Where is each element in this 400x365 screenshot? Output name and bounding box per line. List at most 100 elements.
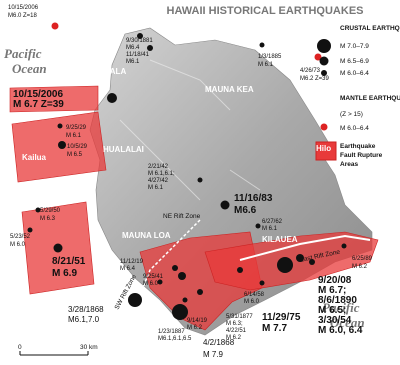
event-label: 9/20/08 xyxy=(318,275,352,286)
ridges xyxy=(119,59,261,201)
quake xyxy=(157,279,163,285)
legend xyxy=(315,39,337,161)
legend-symbol xyxy=(321,70,327,76)
event-label: M 6.0, 6.4 xyxy=(318,325,363,336)
event-label: M6.6 xyxy=(234,205,257,216)
event-label: 5/31/1877 xyxy=(226,314,253,320)
legend-title: MANTLE EARTHQUAKES xyxy=(340,95,400,102)
legend-label: (Z > 15) xyxy=(340,111,363,118)
quake xyxy=(35,207,41,213)
ocean-label: Ocean xyxy=(12,61,47,76)
event-label: 9/14/19 xyxy=(187,318,208,324)
event-label: M 6.5; xyxy=(318,305,346,316)
event-label: 8/6/1890 xyxy=(318,295,357,306)
event-label: M 6.7 Z=39 xyxy=(13,99,64,110)
ocean-label: Pacific xyxy=(322,300,360,315)
event-label: 5/29/50 xyxy=(40,208,61,214)
earthquakes xyxy=(27,22,347,320)
event-label: 10/15/2006 xyxy=(13,89,63,100)
quake xyxy=(58,141,66,149)
event-label: 1/23/1887 xyxy=(158,329,185,335)
event-label: M6.0 Z=18 xyxy=(8,13,38,19)
quake xyxy=(172,265,178,271)
event-label: M 6.1 xyxy=(148,185,164,191)
event-label: M 6.5 xyxy=(67,152,83,158)
event-label: M 6.2 xyxy=(226,335,242,341)
quake xyxy=(237,267,243,273)
event-label: 11/16/83 xyxy=(234,193,273,204)
place-label: MAUNA LOA xyxy=(122,231,171,240)
legend-title: CRUSTAL EARTHQUAKES xyxy=(340,25,400,32)
ocean-label: Pacific xyxy=(4,46,42,61)
quake xyxy=(309,259,315,265)
event-label: 3/28/1868 xyxy=(68,305,104,314)
event-label: 11/29/75 xyxy=(262,312,301,323)
legend-label: Fault Rupture xyxy=(340,152,383,159)
event-label: M 6.3; xyxy=(226,321,243,327)
event-label: M6.4 xyxy=(126,45,140,51)
event-label: 11/12/19 xyxy=(120,259,144,265)
place-label: Hilo xyxy=(316,144,331,153)
scale-label: 0 xyxy=(18,344,22,351)
event-label: M 6.2 xyxy=(187,325,203,331)
quake xyxy=(178,272,186,280)
quake xyxy=(197,177,203,183)
event-label: M 6.4 xyxy=(120,266,136,272)
event-label: 4/2/1868 xyxy=(203,338,235,347)
quake xyxy=(128,293,142,307)
quake xyxy=(107,93,117,103)
event-label: 11/18/41 xyxy=(126,52,150,58)
event-label: 2/21/42 xyxy=(148,164,169,170)
quake xyxy=(259,42,265,48)
event-label: 4/27/42 xyxy=(148,178,169,184)
place-label: HUALALAI xyxy=(103,145,144,154)
event-label: M 6.1 xyxy=(258,62,274,68)
ocean-label: Ocean xyxy=(330,315,365,330)
quake xyxy=(220,200,230,210)
rupture-area xyxy=(9,85,99,113)
event-label: 10/5/29 xyxy=(67,144,88,150)
place-label: Kailua xyxy=(22,153,47,162)
rupture-areas xyxy=(9,85,379,331)
event-label: 10/15/2006 xyxy=(8,5,39,11)
quake xyxy=(137,33,143,39)
legend-symbol xyxy=(315,141,337,161)
event-label: M 6.1 xyxy=(66,133,82,139)
event-label: M 7.7 xyxy=(262,323,287,334)
event-label: M 6.7; xyxy=(318,285,346,296)
quake xyxy=(259,280,265,286)
legend-symbol xyxy=(317,39,331,53)
scale-label: 30 km xyxy=(80,344,98,351)
event-label: 4/26/73 xyxy=(300,68,321,74)
mantle-quake xyxy=(51,22,59,30)
event-label: M 6.1 xyxy=(262,226,278,232)
quake xyxy=(341,243,347,249)
event-label: M 6.0 xyxy=(244,299,260,305)
place-label: KOHALA xyxy=(92,67,126,76)
legend-label: Areas xyxy=(340,161,358,168)
quake xyxy=(182,297,188,303)
legend-label: M 6.5–6.9 xyxy=(340,58,369,65)
place-label: KILAUEA xyxy=(262,235,298,244)
legend-symbol xyxy=(320,123,328,131)
quake xyxy=(172,304,188,320)
event-label: 6/27/62 xyxy=(262,219,283,225)
event-label: 4/22/51 xyxy=(226,328,247,334)
quake xyxy=(277,257,293,273)
event-label: M6.1,7.0 xyxy=(68,315,100,324)
event-label: M6.1,6.1,6.5 xyxy=(158,336,192,342)
event-label: M 6.1,6.1; xyxy=(148,171,175,177)
legend-label: M 6.0–6.4 xyxy=(340,125,369,132)
event-label: M 6.3 xyxy=(40,216,56,222)
event-label: 3/30/54 xyxy=(318,315,352,326)
place-label: MAUNA KEA xyxy=(205,85,254,94)
event-label: 6/14/58 xyxy=(244,292,265,298)
event-label: 9/25/41 xyxy=(143,274,164,280)
event-label: 1/3/1885 xyxy=(258,54,282,60)
quake xyxy=(296,254,304,262)
event-label: M 7.9 xyxy=(203,350,224,359)
event-label: M 6.0 xyxy=(143,281,159,287)
mantle-quake xyxy=(314,53,322,61)
rift-label: NE Rift Zone xyxy=(163,213,201,220)
